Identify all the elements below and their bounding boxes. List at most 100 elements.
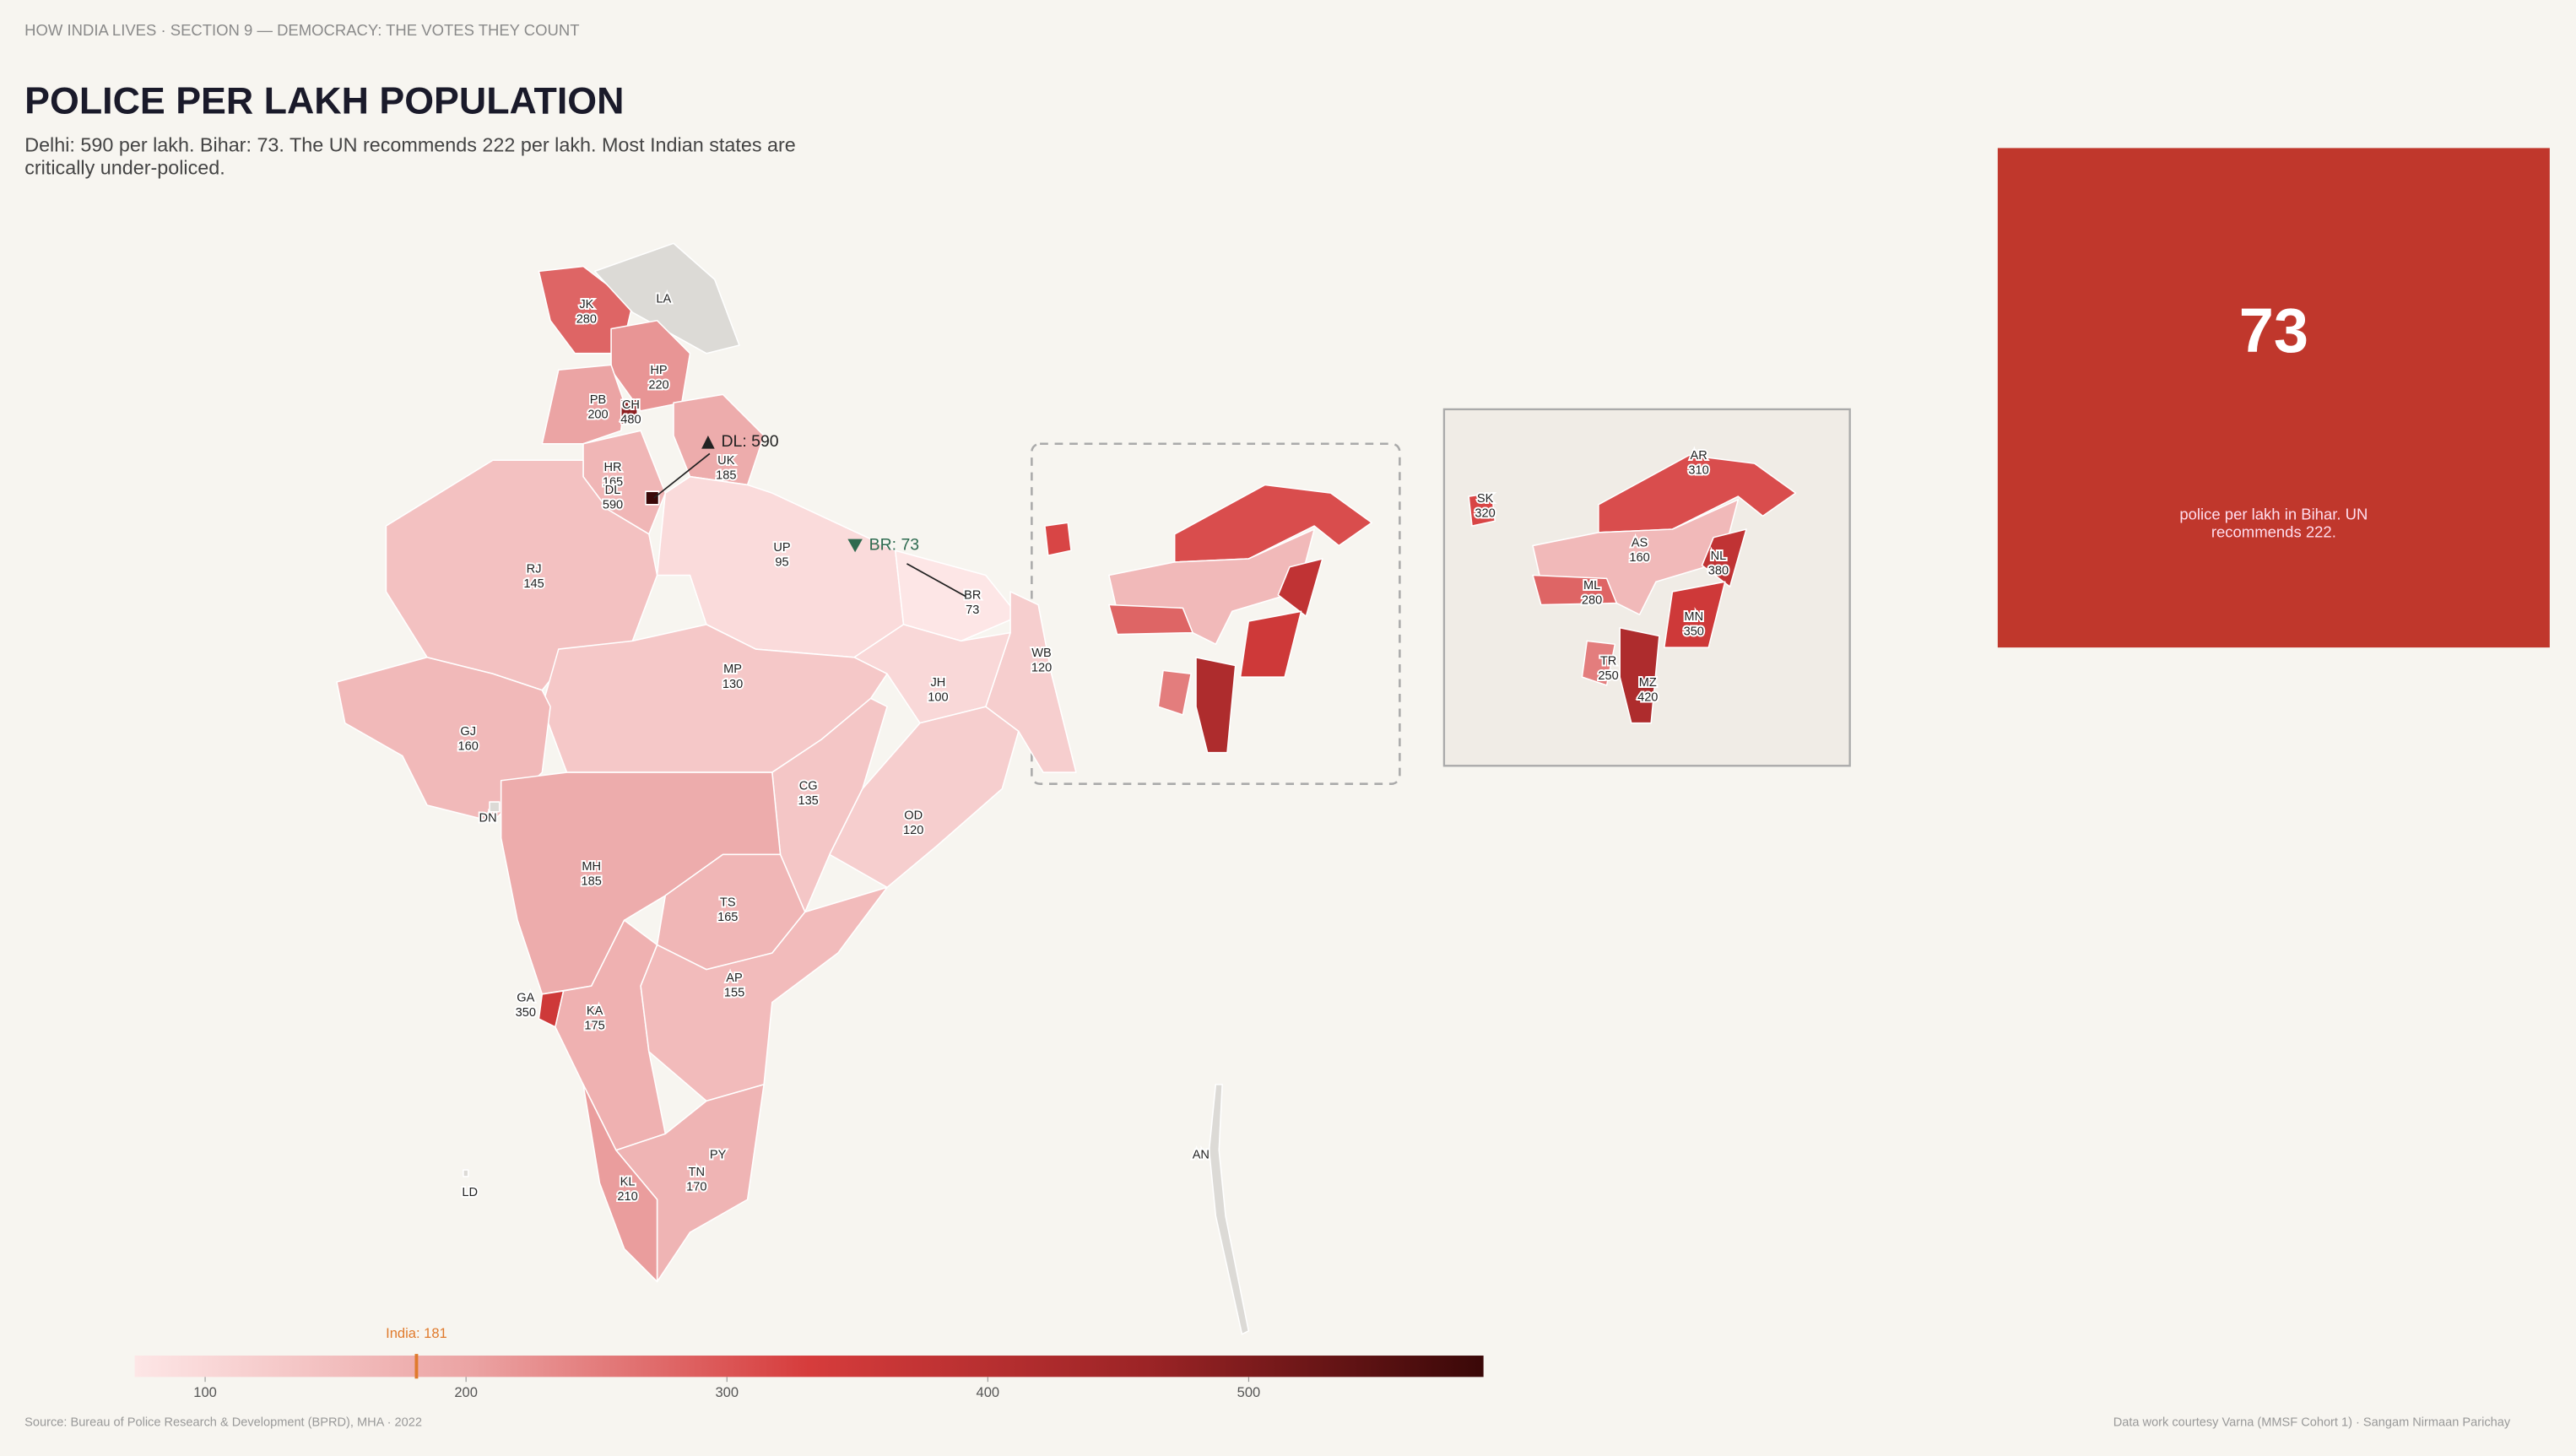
main-map [336, 242, 1373, 1335]
state-code: CG [799, 779, 818, 793]
tick-label: 200 [454, 1384, 478, 1400]
state-value: 200 [587, 409, 608, 422]
state-code: PB [590, 393, 606, 407]
up-triangle [701, 436, 715, 449]
state-code: TR [1600, 655, 1616, 668]
state-code: AS [1632, 536, 1648, 549]
tick-label: 300 [715, 1384, 739, 1400]
state-value: 170 [686, 1180, 706, 1193]
state [582, 1084, 658, 1283]
state-code: RJ [527, 563, 542, 576]
state-code: MP [723, 663, 742, 676]
state-code: HR [603, 461, 621, 474]
state-code: NL [1711, 549, 1727, 563]
title: POLICE PER LAKH POPULATION [24, 80, 624, 122]
state-value: 310 [1688, 464, 1708, 478]
color-bar [134, 1356, 1484, 1378]
state-code: MN [1684, 610, 1703, 624]
state-value: 130 [722, 678, 743, 691]
state-code: OD [904, 809, 923, 822]
state [640, 886, 888, 1102]
state-code: HP [650, 364, 667, 377]
state-value: 185 [582, 874, 602, 888]
inset-map [1468, 454, 1797, 724]
state-value: 380 [1708, 564, 1729, 577]
state [895, 549, 1020, 642]
marker-label: India: 181 [386, 1325, 447, 1341]
state-value: 350 [516, 1006, 536, 1020]
state [1701, 528, 1747, 587]
state-value: 220 [648, 379, 668, 392]
state-value: 280 [1582, 594, 1602, 608]
delhi-dot [646, 492, 658, 504]
state-value: 165 [603, 475, 623, 489]
state-code: ML [1583, 579, 1600, 593]
state [1195, 657, 1237, 754]
state-value: 320 [1475, 506, 1495, 520]
state-code: KL [620, 1176, 636, 1189]
state-value: 155 [724, 987, 744, 1000]
down-triangle [847, 539, 863, 553]
state-value: 100 [928, 690, 948, 704]
credit: Data work courtesy Varna (MMSF Cohort 1)… [2113, 1416, 2511, 1430]
state-code: AR [1690, 449, 1707, 463]
state-value: 480 [620, 413, 641, 426]
state-code: DN [479, 811, 497, 825]
zoom-frame [1031, 442, 1401, 785]
state-value: 120 [903, 824, 923, 837]
callout: DL: 590 [721, 432, 778, 451]
state [463, 1169, 469, 1177]
state-value: 95 [775, 556, 788, 570]
state-value: 145 [523, 577, 544, 591]
state [1663, 581, 1726, 648]
state-code: GJ [460, 725, 476, 739]
state-code: UK [717, 454, 735, 468]
state-value: 135 [798, 794, 818, 808]
state-value: 165 [717, 911, 738, 924]
state-code: TN [689, 1166, 705, 1179]
state-code: KA [587, 1004, 603, 1018]
state-code: BR [964, 589, 981, 603]
callout: BR: 73 [869, 536, 919, 555]
kicker: HOW INDIA LIVES · SECTION 9 — DEMOCRACY:… [24, 21, 579, 39]
state-value: 420 [1637, 690, 1658, 704]
subtitle-box: Delhi: 590 per lakh. Bihar: 73. The UN r… [24, 135, 796, 178]
state-code: UP [773, 541, 790, 555]
state-code: JH [930, 676, 945, 690]
state [1208, 1084, 1250, 1335]
state [1044, 522, 1072, 556]
callout-line [653, 452, 711, 499]
state [593, 242, 740, 355]
state-code: LA [656, 292, 671, 306]
state-code: MH [582, 860, 601, 874]
state [829, 706, 1020, 889]
state-code: PY [710, 1148, 727, 1161]
state-code: GA [517, 992, 534, 1005]
color-scale: 100 200 300 400 500 India: 181 [193, 1325, 1260, 1400]
card-text: police per lakh in Bihar. UN recommends … [2179, 506, 2368, 543]
state-code: MZ [1639, 676, 1657, 690]
state [1277, 558, 1323, 617]
state [1581, 640, 1616, 686]
tick-label: 100 [193, 1384, 217, 1400]
card-text-box: police per lakh in Bihar. UN recommends … [2179, 506, 2368, 543]
state [1619, 626, 1660, 724]
state [1468, 492, 1496, 527]
state-value: 73 [966, 604, 979, 617]
state-code: CH [622, 398, 640, 412]
state-value: 175 [584, 1020, 604, 1033]
state-code: AN [1193, 1148, 1210, 1161]
callout-line [906, 563, 966, 598]
state [620, 398, 638, 425]
state-value: 120 [1031, 661, 1052, 674]
source: Source: Bureau of Police Research & Deve… [24, 1416, 422, 1430]
state [1532, 574, 1618, 606]
tick-label: 500 [1237, 1384, 1261, 1400]
state-value: 250 [1598, 669, 1618, 683]
state-value: 280 [576, 313, 597, 327]
state [1157, 669, 1192, 716]
state-value: 160 [1629, 551, 1649, 565]
state-code: SK [1477, 492, 1494, 506]
state [489, 801, 501, 813]
state-value: 590 [603, 499, 623, 512]
